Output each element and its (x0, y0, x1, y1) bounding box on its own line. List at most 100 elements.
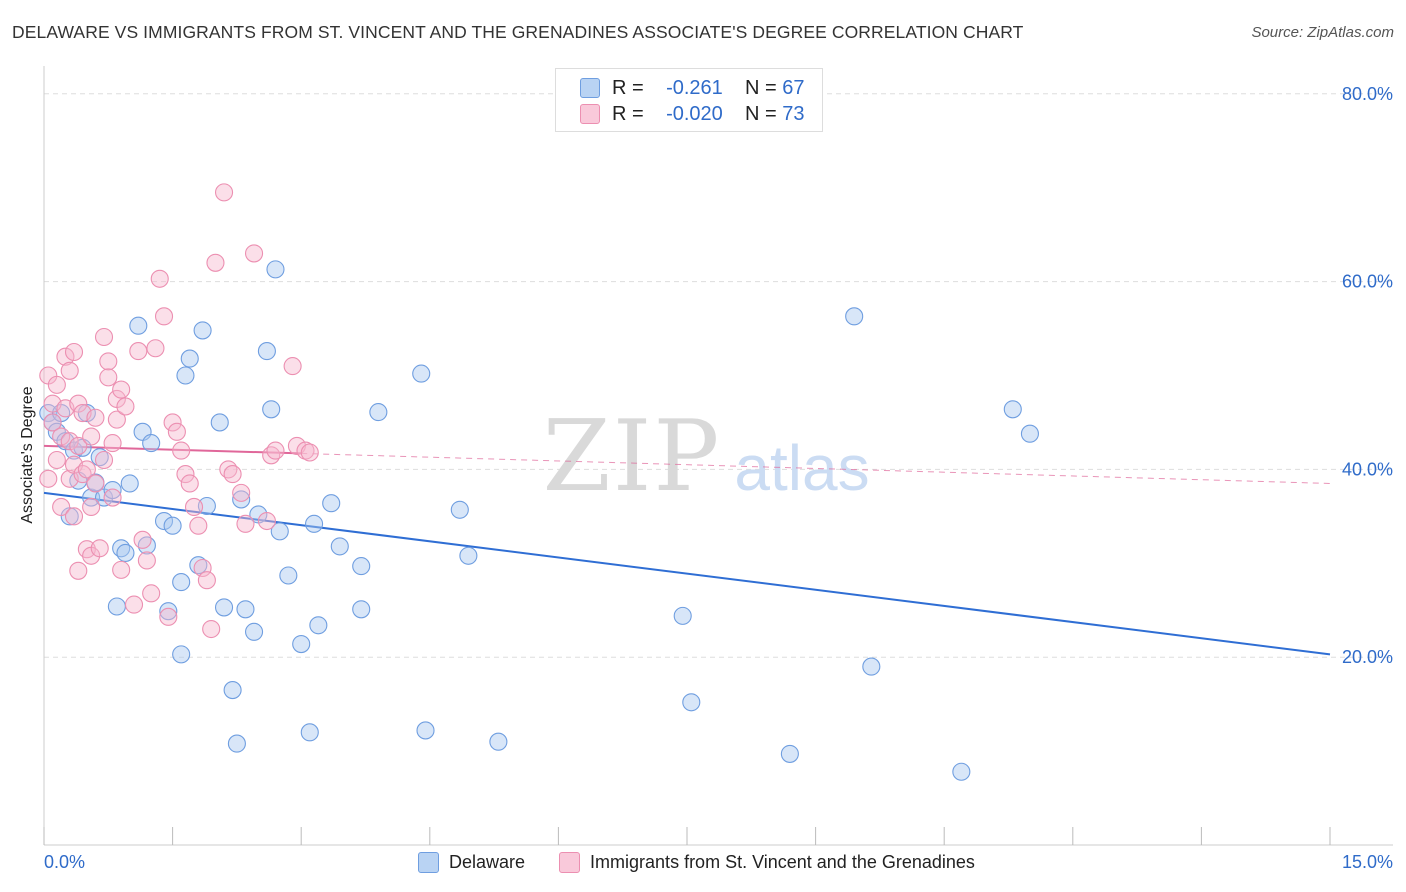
legend-row-delaware: R = -0.261 N = 67 (580, 76, 805, 100)
delaware-point (1003, 400, 1022, 419)
watermark-atlas: atlas (734, 432, 869, 504)
immigrants-point (232, 483, 251, 502)
immigrants-point (103, 488, 122, 507)
legend-swatch-pink (580, 104, 600, 124)
immigrants-point (94, 327, 114, 347)
immigrants-point (52, 497, 71, 517)
data-points (39, 183, 1039, 781)
immigrants-point (206, 253, 225, 272)
y-tick-labels: 20.0% 40.0% 60.0% 80.0% (1342, 84, 1393, 667)
legend-item-delaware: Delaware (418, 852, 525, 873)
delaware-trend-line (43, 491, 1331, 656)
immigrants-point (47, 450, 66, 470)
delaware-point (416, 721, 435, 740)
immigrants-point (202, 619, 221, 639)
gridlines (44, 93, 1393, 658)
immigrants-point (39, 469, 58, 488)
immigrants-point (116, 397, 135, 416)
immigrants-point (129, 342, 148, 361)
immigrants-point (300, 443, 319, 462)
legend-r-label: R = (612, 76, 644, 99)
immigrants-point (176, 465, 195, 484)
immigrants-point (94, 450, 114, 470)
immigrants-point (236, 514, 255, 533)
immigrants-point (99, 368, 118, 387)
immigrants-point (69, 436, 88, 455)
immigrants-point (60, 432, 79, 451)
delaware-point (279, 566, 298, 585)
watermark: ZIP atlas (543, 400, 870, 514)
immigrants-point (180, 474, 199, 493)
immigrants-point (214, 183, 234, 202)
immigrants-point (103, 434, 122, 453)
delaware-point (232, 490, 251, 509)
legend-item-immigrants: Immigrants from St. Vincent and the Gren… (559, 852, 975, 873)
immigrants-point (52, 427, 71, 446)
legend-row-immigrants: R = -0.020 N = 73 (580, 102, 805, 126)
delaware-point (682, 693, 701, 712)
delaware-point (352, 557, 371, 576)
chart-source: Source: ZipAtlas.com (1251, 24, 1394, 41)
delaware-point (227, 734, 246, 753)
y-tick-label: 40.0% (1342, 459, 1393, 479)
delaware-point (116, 543, 135, 563)
delaware-point (103, 480, 122, 500)
delaware-point (673, 606, 692, 625)
immigrants-point (137, 551, 156, 570)
delaware-point (180, 349, 199, 368)
delaware-point (952, 762, 971, 781)
delaware-point (82, 488, 101, 507)
delaware-point (270, 522, 289, 541)
immigrants-point (69, 561, 88, 580)
y-axis-label: Associate's Degree (19, 386, 36, 524)
immigrants-point (86, 408, 105, 427)
immigrants-point (197, 571, 216, 590)
delaware-point (1020, 424, 1039, 443)
immigrants-point (82, 497, 101, 517)
immigrants-point (56, 347, 75, 366)
legend-r-label: R = (612, 102, 644, 125)
immigrants-point (43, 413, 62, 432)
legend-r-value: -0.261 (666, 76, 723, 99)
delaware-point (412, 364, 431, 383)
immigrants-point (69, 394, 88, 413)
delaware-point (163, 516, 182, 535)
immigrants-point (112, 380, 131, 399)
legend-swatch-blue (580, 78, 600, 98)
delaware-point (459, 546, 478, 565)
immigrants-point (99, 352, 118, 371)
delaware-point (369, 403, 388, 422)
immigrants-point (124, 595, 144, 614)
immigrants-point (64, 342, 84, 362)
delaware-point (845, 307, 864, 326)
immigrants-point (82, 427, 101, 446)
axes (43, 66, 1393, 846)
delaware-point (210, 413, 229, 432)
legend-label-delaware: Delaware (449, 852, 526, 872)
delaware-point (223, 681, 242, 700)
legend-r-value: -0.020 (666, 102, 723, 125)
delaware-point (450, 500, 469, 519)
delaware-point (257, 342, 276, 361)
delaware-point (154, 511, 174, 531)
delaware-point (214, 598, 234, 617)
immigrants-point (163, 413, 182, 432)
delaware-point (300, 723, 319, 742)
delaware-point (172, 573, 191, 592)
immigrants-point (64, 507, 84, 526)
immigrants-point (172, 441, 191, 460)
immigrants-point (283, 357, 302, 376)
x-axis-min-label: 0.0% (44, 852, 86, 872)
legend-swatch-blue (418, 852, 439, 873)
delaware-point (129, 316, 148, 335)
immigrants-point (60, 361, 79, 380)
delaware-point (309, 616, 328, 635)
delaware-point (120, 474, 139, 493)
immigrants-point (159, 607, 178, 626)
immigrants-point (223, 465, 242, 484)
delaware-point (244, 622, 264, 641)
delaware-point (292, 634, 311, 654)
delaware-point (489, 732, 508, 751)
legend-label-immigrants: Immigrants from St. Vincent and the Gren… (590, 852, 975, 872)
immigrants-point (154, 307, 174, 326)
